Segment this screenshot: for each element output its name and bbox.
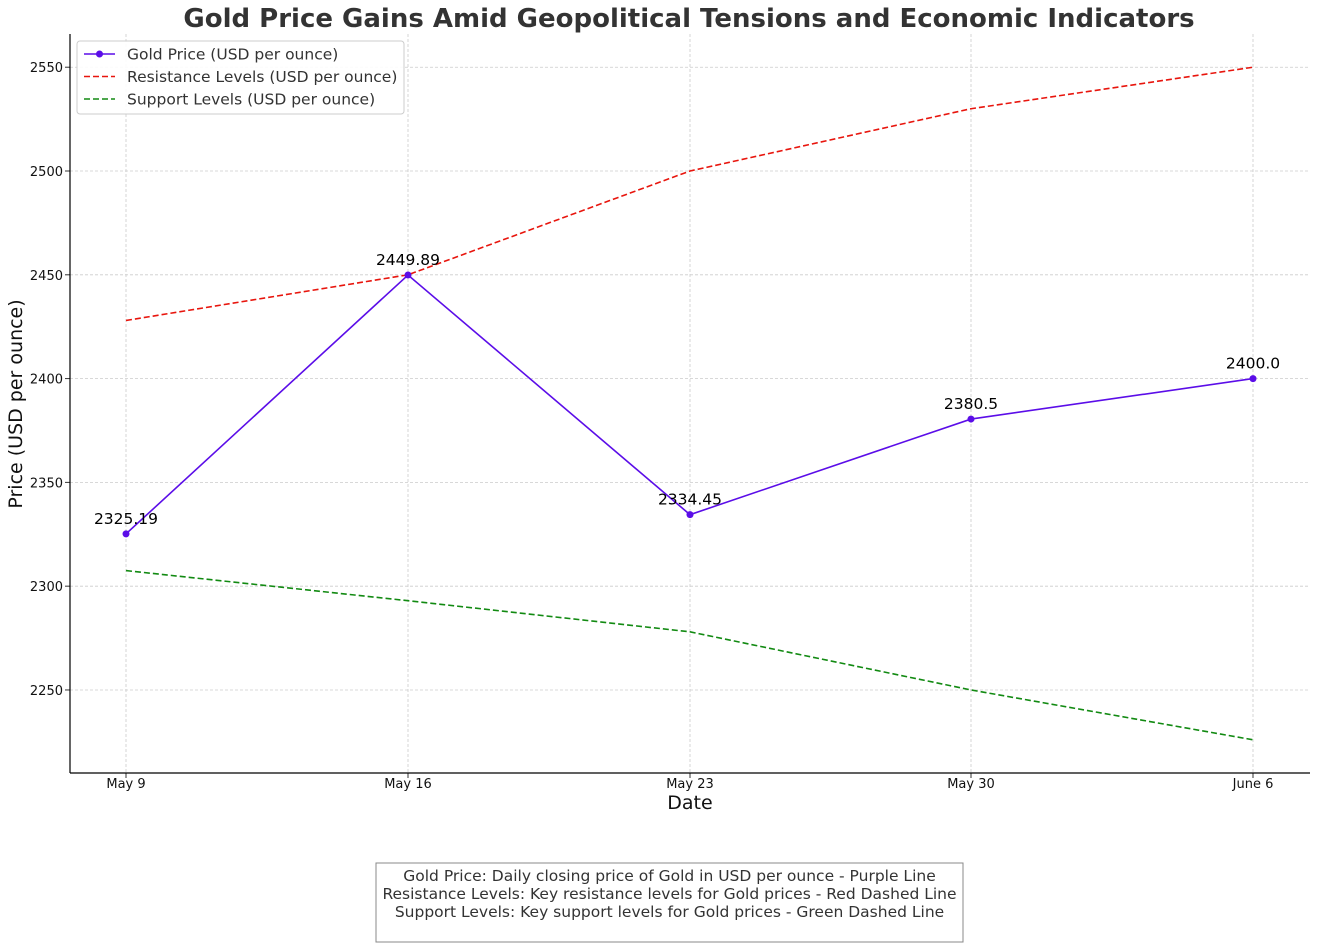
legend-label: Support Levels (USD per ounce) bbox=[127, 91, 375, 109]
annotation-box: Gold Price: Daily closing price of Gold … bbox=[375, 862, 964, 943]
x-tick-label: May 30 bbox=[947, 777, 995, 792]
axes: 2250 2300 2350 2400 2450 2500 2550 May 9 May 16 M… bbox=[30, 34, 1310, 792]
y-tick-label: 2250 bbox=[30, 684, 63, 699]
grid-lines bbox=[70, 34, 1310, 773]
y-axis-label: Price (USD per ounce) bbox=[5, 299, 27, 508]
annotation-frame bbox=[375, 862, 964, 943]
data-label: 2334.45 bbox=[658, 491, 722, 509]
annotation-line: Resistance Levels: Key resistance levels… bbox=[382, 885, 956, 903]
y-tick-label: 2300 bbox=[30, 580, 63, 595]
x-tick-label: May 16 bbox=[384, 777, 432, 792]
data-labels: 2325.19 2449.89 2334.45 2380.5 2400.0 bbox=[94, 251, 1280, 528]
series-layer bbox=[122, 66, 1257, 741]
data-label: 2400.0 bbox=[1226, 355, 1280, 373]
data-label: 2325.19 bbox=[94, 510, 158, 528]
series-line-2 bbox=[125, 569, 1254, 741]
y-tick-label: 2550 bbox=[30, 61, 63, 76]
data-label: 2449.89 bbox=[376, 251, 440, 269]
data-point bbox=[122, 530, 130, 538]
annotation-line: Support Levels: Key support levels for G… bbox=[395, 903, 944, 921]
data-point bbox=[686, 511, 694, 519]
y-tick-label: 2450 bbox=[30, 269, 63, 284]
data-point bbox=[1249, 375, 1257, 383]
data-label: 2380.5 bbox=[944, 395, 998, 413]
legend-marker bbox=[96, 50, 103, 58]
data-point bbox=[967, 415, 975, 423]
chart-title: Gold Price Gains Amid Geopolitical Tensi… bbox=[183, 4, 1194, 34]
legend-box bbox=[76, 40, 405, 115]
series-line-1 bbox=[125, 66, 1254, 322]
y-tick-label: 2350 bbox=[30, 476, 63, 491]
x-tick-label: May 9 bbox=[106, 777, 145, 792]
x-axis-label: Date bbox=[667, 792, 712, 814]
y-tick-label: 2400 bbox=[30, 373, 63, 388]
y-tick-label: 2500 bbox=[30, 165, 63, 180]
annotation-line: Gold Price: Daily closing price of Gold … bbox=[403, 867, 936, 885]
legend-label: Gold Price (USD per ounce) bbox=[127, 46, 338, 64]
x-tick-label: May 23 bbox=[666, 777, 714, 792]
legend: Gold Price (USD per ounce) Resistance Lev… bbox=[76, 40, 405, 115]
data-point bbox=[404, 271, 412, 279]
x-tick-label: June 6 bbox=[1232, 777, 1274, 792]
legend-label: Resistance Levels (USD per ounce) bbox=[127, 68, 397, 86]
